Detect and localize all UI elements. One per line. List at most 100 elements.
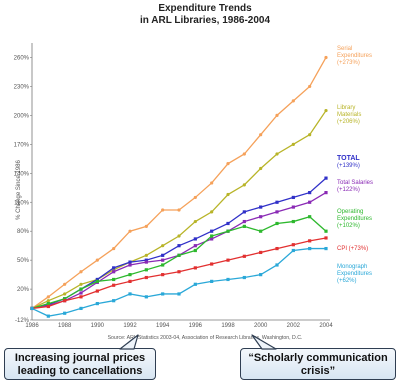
x-tick-label: 1994: [156, 323, 170, 329]
series-point: [128, 273, 132, 277]
series-point: [95, 258, 99, 262]
series-point: [95, 277, 99, 282]
source-note: Source: ARL Statistics 2003-04, Associat…: [108, 335, 303, 341]
series-point: [291, 99, 295, 103]
series-label: TOTAL: [337, 155, 360, 162]
series-point: [308, 239, 312, 243]
x-tick-label: 2002: [287, 323, 301, 329]
y-tick-label: 20%: [17, 287, 30, 293]
x-tick-label: 2004: [319, 323, 333, 329]
series-point: [79, 306, 83, 311]
series-point: [308, 246, 312, 251]
chart-title-line-2: in ARL Libraries, 1986-2004: [140, 15, 271, 26]
series-point: [226, 258, 230, 262]
series-line: [31, 247, 326, 317]
y-tick-label: 230%: [14, 84, 30, 90]
series-point: [30, 306, 34, 311]
series-point: [242, 210, 246, 214]
series-point: [177, 208, 181, 212]
series-label: Expenditures: [337, 216, 372, 222]
series-point: [275, 200, 279, 204]
series-point: [193, 195, 197, 200]
series-point: [324, 190, 328, 195]
y-tick-label: 260%: [14, 55, 30, 61]
series-6: [30, 246, 328, 318]
series-point: [210, 237, 214, 241]
series-5: [30, 236, 328, 311]
series-label: (+206%): [337, 119, 360, 125]
series-point: [161, 244, 165, 248]
series-point: [46, 314, 50, 318]
series-point: [79, 282, 83, 286]
series-point: [193, 244, 197, 248]
x-tick-label: 1986: [25, 323, 39, 329]
series-point: [259, 166, 263, 171]
series-point: [210, 229, 214, 233]
series-point: [161, 208, 165, 212]
series-point: [193, 248, 197, 253]
series-point: [63, 292, 67, 296]
series-point: [226, 162, 230, 166]
series-point: [308, 190, 312, 195]
series-point: [95, 279, 99, 283]
series-label: CPI (+73%): [337, 246, 368, 252]
series-label: Materials: [337, 112, 361, 118]
series-point: [144, 224, 148, 228]
series-point: [275, 246, 279, 251]
series-point: [226, 229, 230, 233]
series-point: [308, 200, 312, 204]
series-label: (+102%): [337, 223, 360, 229]
series-point: [128, 292, 132, 296]
series-point: [259, 229, 263, 233]
series-point: [112, 266, 116, 270]
series-point: [259, 205, 263, 209]
series-point: [63, 299, 67, 303]
series-point: [177, 292, 181, 296]
series-2: [30, 176, 328, 311]
series-point: [275, 113, 279, 117]
series-point: [128, 279, 132, 283]
series-point: [46, 304, 50, 309]
x-tick-label: 1996: [189, 323, 203, 329]
y-tick-label: 200%: [14, 113, 30, 119]
series-point: [275, 152, 279, 156]
callout-left-line-2: leading to cancellations: [17, 365, 143, 377]
series-point: [210, 210, 214, 214]
series-point: [308, 133, 312, 137]
series-point: [242, 219, 246, 224]
series-point: [144, 260, 148, 264]
series-point: [161, 273, 165, 277]
series-label: Total Salaries: [337, 180, 373, 186]
series-point: [128, 229, 132, 233]
series-point: [144, 258, 148, 262]
series-point: [193, 266, 197, 270]
series-point: [291, 142, 295, 146]
y-tick-label: 140%: [14, 171, 30, 177]
series-point: [275, 221, 279, 226]
series-point: [112, 283, 116, 287]
series-point: [112, 246, 116, 251]
callout-scholarly-crisis: “Scholarly communication crisis”: [240, 348, 396, 380]
expenditure-trends-chart: Expenditure Trends in ARL Libraries, 198…: [14, 3, 373, 341]
series-point: [112, 277, 116, 282]
series-point: [79, 287, 83, 291]
series-label: (+122%): [337, 187, 360, 193]
series-point: [324, 246, 328, 251]
series-label: Expenditures: [337, 271, 372, 277]
callout-right-line-2: crisis”: [300, 365, 336, 377]
series-label: Operating: [337, 209, 363, 215]
chart-title-line-1: Expenditure Trends: [158, 3, 252, 14]
series-point: [210, 234, 214, 238]
x-tick-label: 1992: [123, 323, 137, 329]
series-point: [161, 258, 165, 262]
series-point: [46, 295, 50, 299]
series-point: [177, 244, 181, 248]
series-point: [177, 253, 181, 257]
series-point: [193, 282, 197, 286]
series-point: [177, 270, 181, 274]
series-point: [46, 299, 50, 303]
series-point: [226, 221, 230, 226]
series-point: [308, 215, 312, 219]
series-point: [177, 234, 181, 238]
series-label: Library: [337, 105, 355, 111]
